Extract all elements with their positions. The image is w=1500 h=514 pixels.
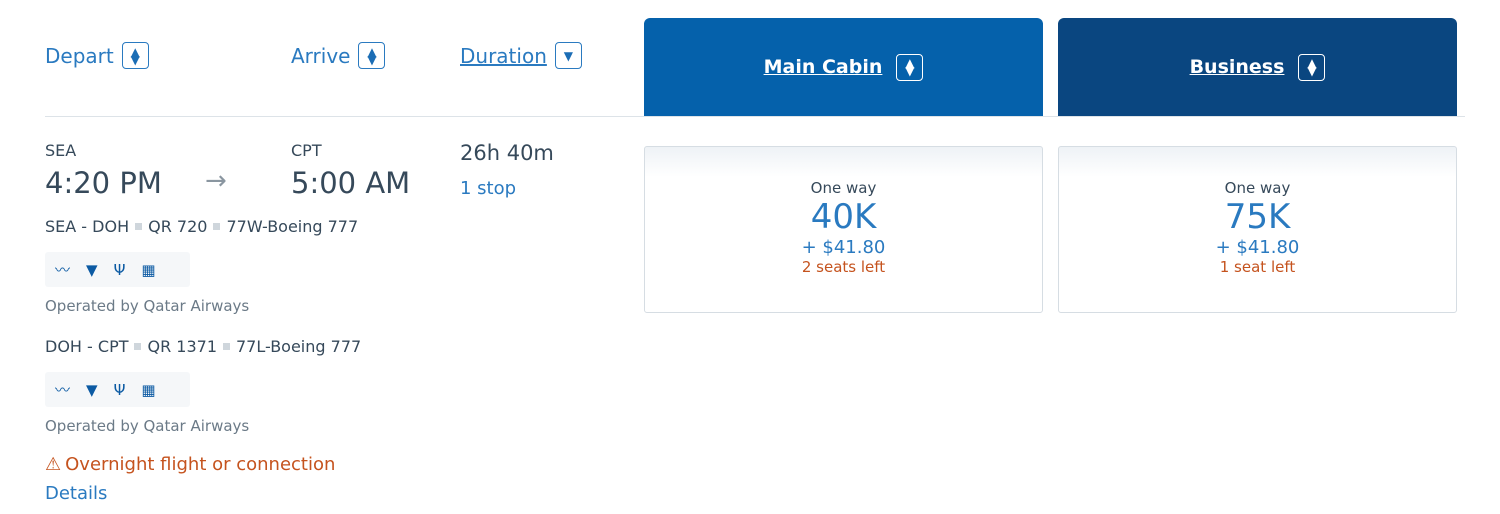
- cabin-header-business[interactable]: Business ▲ ▼: [1058, 18, 1457, 116]
- depart-label: Depart: [45, 43, 114, 68]
- arrive-time: 5:00 AM: [291, 166, 411, 200]
- duration: 26h 40m: [460, 141, 554, 165]
- fare-miles: 75K: [1224, 197, 1291, 237]
- duration-label: Duration: [460, 43, 547, 68]
- sort-duration[interactable]: Duration ▼: [460, 42, 582, 69]
- power-icon: ▼: [86, 380, 98, 399]
- leg-flight: QR 1371: [147, 337, 217, 356]
- sort-updown-icon: ▲ ▼: [896, 53, 924, 81]
- leg-1-info: SEA - DOH QR 720 77W-Boeing 777: [45, 217, 358, 236]
- amenities: 〰 ▼ Ψ ▦: [45, 372, 190, 407]
- sort-depart[interactable]: Depart ▲ ▼: [45, 42, 149, 69]
- amenities: 〰 ▼ Ψ ▦: [45, 252, 190, 287]
- cabin-label: Business: [1189, 56, 1285, 78]
- seats-left: 1 seat left: [1219, 258, 1296, 276]
- fare-card-business[interactable]: One way 75K + $41.80 1 seat left: [1058, 146, 1457, 313]
- wifi-icon: 〰: [55, 381, 71, 399]
- warning-text: Overnight flight or connection: [65, 454, 336, 475]
- entertainment-icon: ▦: [141, 380, 156, 399]
- usb-icon: Ψ: [113, 260, 126, 279]
- sort-updown-icon: ▲ ▼: [358, 42, 386, 69]
- sort-updown-icon: ▲ ▼: [121, 42, 149, 69]
- divider: [45, 116, 1465, 117]
- entertainment-icon: ▦: [141, 260, 156, 279]
- warning-icon: ⚠: [45, 454, 62, 475]
- leg-route: DOH - CPT: [45, 337, 129, 356]
- fare-label: One way: [810, 179, 877, 197]
- leg-aircraft: 77L-Boeing 777: [236, 337, 362, 356]
- cabin-header-main[interactable]: Main Cabin ▲ ▼: [644, 18, 1043, 116]
- sort-down-icon: ▼: [554, 42, 582, 69]
- fare-label: One way: [1224, 179, 1291, 197]
- wifi-icon: 〰: [55, 261, 71, 279]
- leg-route: SEA - DOH: [45, 217, 130, 236]
- seats-left: 2 seats left: [801, 258, 886, 276]
- sort-arrive[interactable]: Arrive ▲ ▼: [291, 42, 386, 69]
- usb-icon: Ψ: [113, 380, 126, 399]
- origin-code: SEA: [45, 141, 77, 160]
- details-link[interactable]: Details: [45, 483, 108, 504]
- leg-aircraft: 77W-Boeing 777: [226, 217, 359, 236]
- arrive-label: Arrive: [291, 43, 351, 68]
- depart-time: 4:20 PM: [45, 166, 162, 200]
- destination-code: CPT: [291, 141, 322, 160]
- leg-2-info: DOH - CPT QR 1371 77L-Boeing 777: [45, 337, 361, 356]
- arrow-right-icon: →: [205, 166, 227, 196]
- operator: Operated by Qatar Airways: [45, 417, 250, 435]
- cabin-label: Main Cabin: [763, 56, 883, 78]
- fare-card-main[interactable]: One way 40K + $41.80 2 seats left: [644, 146, 1043, 313]
- fare-miles: 40K: [810, 197, 877, 237]
- stops-link[interactable]: 1 stop: [460, 178, 517, 199]
- fare-fee: + $41.80: [1215, 237, 1300, 258]
- overnight-warning: ⚠ Overnight flight or connection: [45, 454, 335, 475]
- fare-fee: + $41.80: [801, 237, 886, 258]
- power-icon: ▼: [86, 260, 98, 279]
- leg-flight: QR 720: [148, 217, 208, 236]
- operator: Operated by Qatar Airways: [45, 297, 250, 315]
- sort-updown-icon: ▲ ▼: [1298, 53, 1326, 81]
